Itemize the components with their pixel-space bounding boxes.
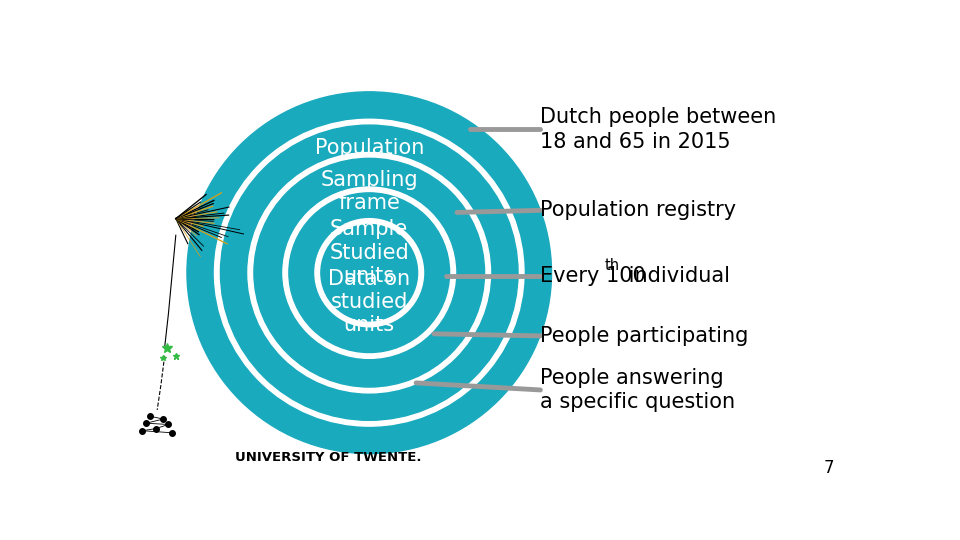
Text: Studied
units: Studied units: [329, 243, 409, 286]
Ellipse shape: [248, 152, 491, 393]
Text: Population: Population: [315, 138, 424, 158]
Ellipse shape: [315, 219, 423, 327]
Text: 7: 7: [824, 459, 834, 477]
Ellipse shape: [321, 225, 418, 321]
Ellipse shape: [214, 119, 524, 426]
Text: Every 100: Every 100: [540, 266, 646, 286]
Text: Population registry: Population registry: [540, 200, 736, 220]
Text: individual: individual: [622, 266, 731, 286]
Ellipse shape: [289, 193, 449, 353]
Text: People answering
a specific question: People answering a specific question: [540, 368, 735, 413]
Text: Dutch people between
18 and 65 in 2015: Dutch people between 18 and 65 in 2015: [540, 107, 777, 152]
Ellipse shape: [187, 92, 551, 454]
Text: UNIVERSITY OF TWENTE.: UNIVERSITY OF TWENTE.: [235, 451, 421, 464]
Text: Data on
studied
units: Data on studied units: [328, 268, 410, 335]
Text: th: th: [605, 258, 619, 273]
Text: People participating: People participating: [540, 326, 749, 346]
Ellipse shape: [221, 125, 518, 420]
Ellipse shape: [253, 158, 485, 387]
Ellipse shape: [283, 187, 456, 359]
Text: Sample: Sample: [330, 219, 408, 239]
Text: Sampling
frame: Sampling frame: [321, 170, 418, 213]
